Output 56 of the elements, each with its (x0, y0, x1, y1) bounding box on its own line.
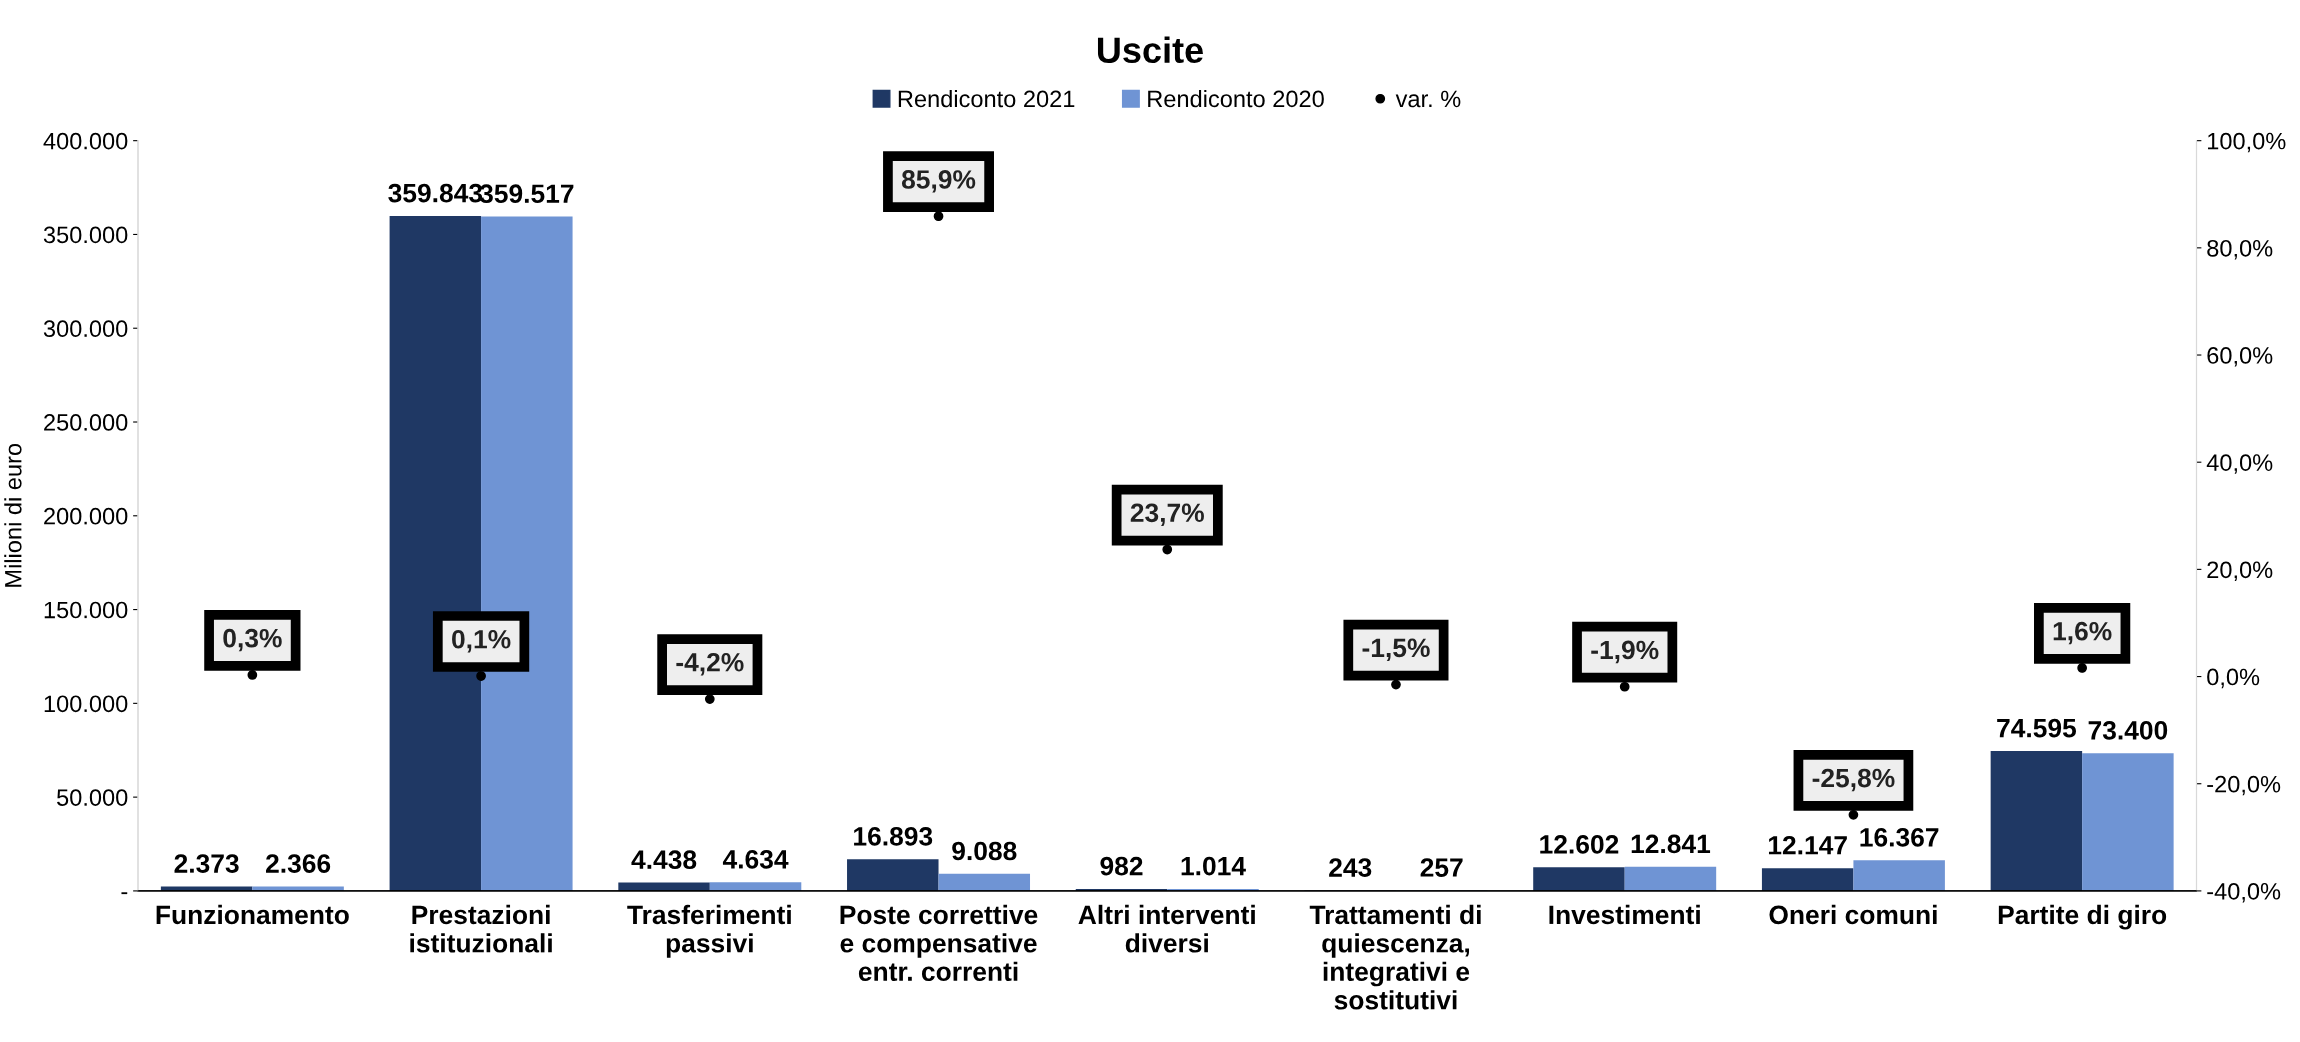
data-label: -25,8% (1812, 768, 1895, 792)
x-tick-label: Altri interventi diversi (1078, 904, 1255, 953)
x-tick-label: Trasferimenti passivi (627, 904, 791, 958)
data-label: 257 (1420, 858, 1463, 877)
data-label: 0,1% (452, 629, 511, 653)
x-tick-label: Poste correttive e compensative entr. correnti (840, 904, 1038, 982)
data-label: 4.438 (631, 850, 697, 870)
x-tick-label: Prestazioni istituzionali (410, 904, 552, 953)
legend-label: Rendiconto 2020 (1148, 89, 1324, 108)
data-label: -1,5% (1362, 638, 1430, 661)
chart-title: Uscite (1097, 36, 1203, 63)
data-label: 982 (1100, 856, 1143, 876)
data-label: 2.366 (266, 854, 331, 873)
data-label: 16.893 (854, 826, 933, 846)
y-tick-label: - (121, 892, 128, 895)
legend-label: var. % (1395, 90, 1461, 108)
data-label: 12.841 (1631, 834, 1711, 854)
data-label: 74.595 (1997, 718, 2077, 738)
data-label: 1,6% (2053, 621, 2112, 645)
x-tick-label: Trattamenti di quiescenza, integrativi e sostitutivi (1309, 904, 1481, 1010)
x-tick-label: Partite di giro (1998, 904, 2167, 930)
data-label: 4.634 (722, 849, 789, 869)
y-tick-label: 300.000 (43, 320, 128, 338)
x-tick-label: Investimenti (1549, 904, 1700, 925)
y2-tick-label: 20,0% (2207, 561, 2273, 581)
y2-tick-label: -20,0% (2207, 775, 2281, 796)
y2-tick-label: 100,0% (2208, 132, 2286, 153)
y-tick-label: 250.000 (44, 414, 128, 431)
y2-tick-label: 0,0% (2207, 668, 2260, 689)
y2-tick-label: -40,0% (2207, 882, 2281, 903)
y-tick-label: 50.000 (57, 789, 128, 806)
y2-tick-label: 80,0% (2207, 239, 2273, 260)
y2-tick-label: 60,0% (2207, 347, 2273, 367)
data-label: 9.088 (952, 841, 1017, 861)
y-tick-label: 100.000 (44, 695, 128, 713)
data-label: 73.400 (2088, 721, 2168, 740)
y-tick-label: 350.000 (43, 226, 128, 244)
data-label: 2.373 (174, 854, 239, 873)
data-label: -4,2% (676, 652, 744, 676)
y-tick-label: 200.000 (44, 507, 128, 525)
y-tick-label: 400.000 (43, 132, 128, 150)
data-label: 12.147 (1768, 835, 1847, 855)
data-label: 0,3% (223, 628, 282, 652)
y-axis-title: Milioni di euro (4, 443, 22, 587)
data-label: 16.367 (1860, 827, 1939, 847)
x-tick-label: Funzionamento (156, 904, 349, 925)
data-label: 243 (1329, 858, 1372, 877)
y-tick-label: 150.000 (44, 601, 128, 619)
data-label: -1,9% (1591, 640, 1659, 664)
data-label: 1.014 (1181, 856, 1246, 876)
legend-label: Rendiconto 2021 (898, 89, 1075, 108)
data-label: 12.602 (1540, 835, 1619, 854)
y2-tick-label: 40,0% (2206, 454, 2273, 474)
data-label: 85,9% (901, 170, 976, 193)
data-label: 23,7% (1130, 503, 1204, 526)
x-tick-label: Oneri comuni (1769, 904, 1937, 925)
